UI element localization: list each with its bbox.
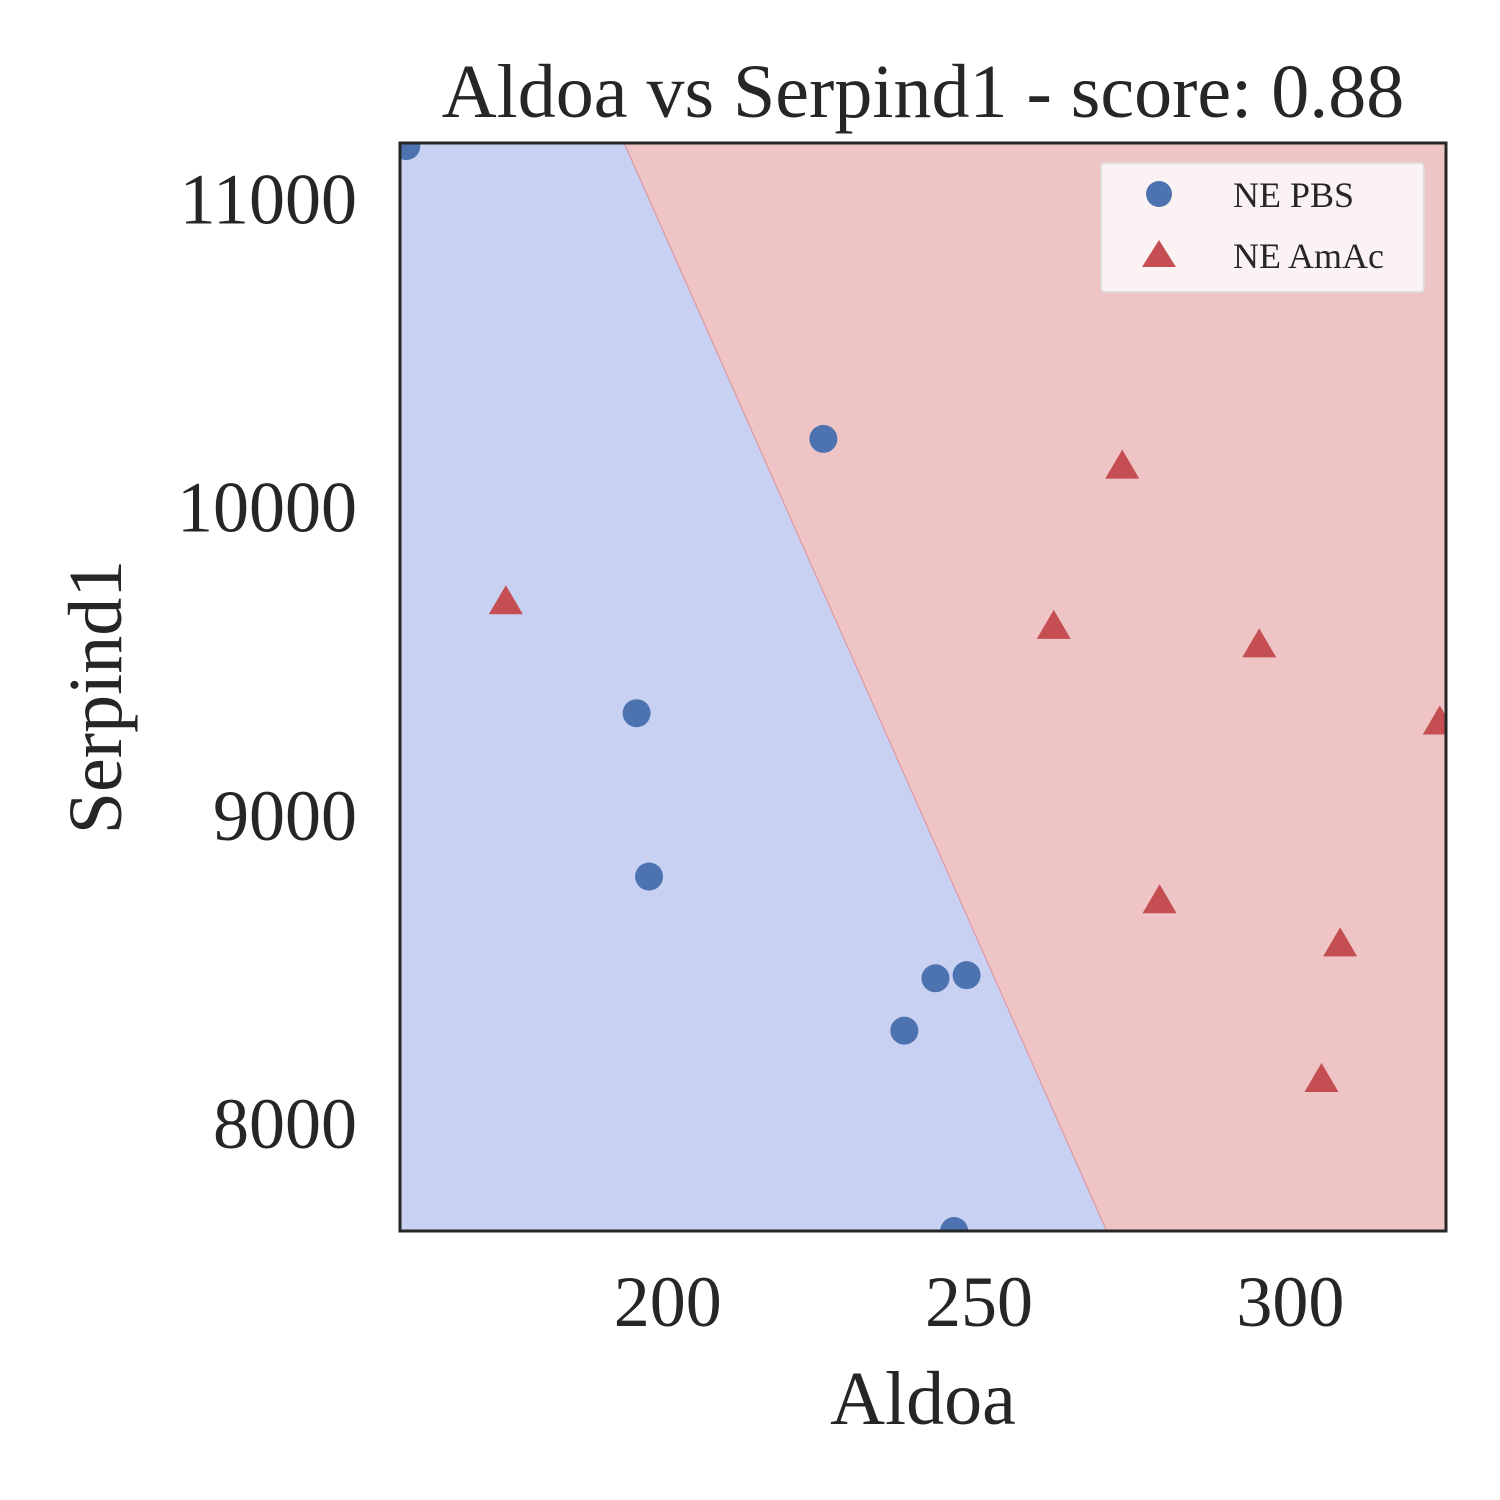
- legend-label-pbs: NE PBS: [1233, 175, 1354, 215]
- chart-title: Aldoa vs Serpind1 - score: 0.88: [442, 50, 1405, 134]
- x-tick-label-250: 250: [925, 1262, 1033, 1342]
- point-ne-amac-3: [1105, 449, 1140, 479]
- point-ne-pbs-3: [622, 699, 651, 728]
- y-tick-label-10000: 10000: [177, 468, 357, 548]
- point-ne-pbs-6: [952, 961, 981, 990]
- point-ne-amac-1: [488, 585, 523, 615]
- legend: NE PBS NE AmAc: [1100, 162, 1425, 293]
- point-ne-pbs-5: [921, 964, 950, 993]
- point-ne-pbs-4: [635, 862, 664, 891]
- point-ne-amac-4: [1242, 628, 1277, 658]
- y-axis-label: Serpind1: [54, 560, 138, 834]
- legend-marker-amac: [1142, 240, 1176, 267]
- decision-region-amac: [624, 143, 1446, 1231]
- point-ne-amac-8: [1304, 1062, 1339, 1092]
- legend-marker-pbs: [1146, 181, 1172, 207]
- y-axis-ticks: 8000 9000 10000 11000: [177, 159, 357, 1164]
- plot-frame: [398, 141, 1448, 1233]
- decision-region-pbs: [400, 143, 1107, 1231]
- point-ne-amac-2: [1036, 609, 1071, 639]
- y-tick-label-9000: 9000: [213, 776, 357, 856]
- x-axis-label: Aldoa: [830, 1357, 1016, 1441]
- point-ne-pbs-2: [809, 424, 838, 453]
- plot-area: [400, 143, 1446, 1231]
- point-ne-pbs-8: [940, 1217, 969, 1231]
- y-tick-label-8000: 8000: [213, 1084, 357, 1164]
- point-ne-amac-5: [1422, 705, 1446, 735]
- y-tick-label-11000: 11000: [180, 159, 357, 239]
- legend-label-amac: NE AmAc: [1233, 236, 1384, 276]
- x-tick-label-200: 200: [614, 1262, 722, 1342]
- point-ne-amac-6: [1142, 884, 1177, 914]
- decision-boundary-line: [623, 143, 1108, 1231]
- point-ne-pbs-7: [890, 1016, 919, 1045]
- legend-box: [1100, 162, 1425, 293]
- point-ne-amac-7: [1323, 927, 1358, 957]
- point-ne-pbs-1: [400, 143, 421, 161]
- data-points: [400, 143, 1446, 1231]
- x-tick-label-300: 300: [1236, 1262, 1344, 1342]
- x-axis-ticks: 200 250 300: [614, 1262, 1345, 1342]
